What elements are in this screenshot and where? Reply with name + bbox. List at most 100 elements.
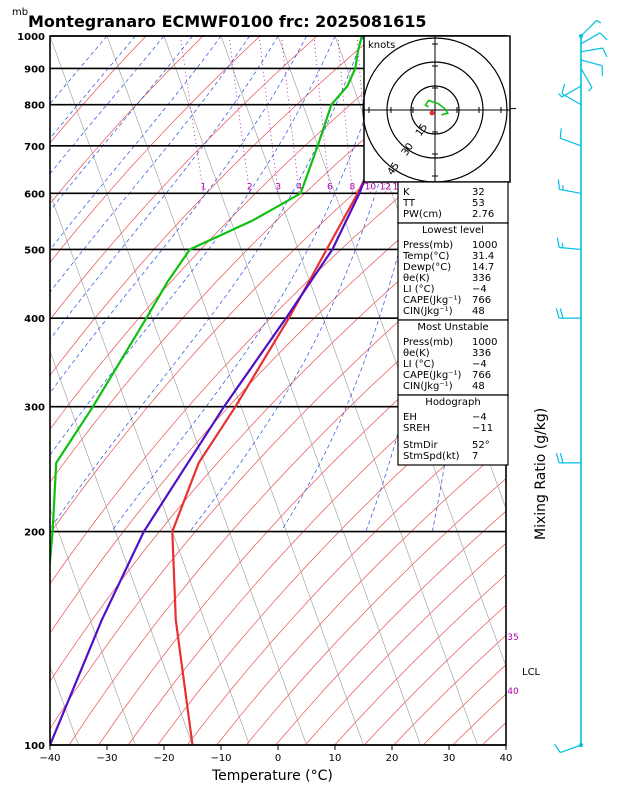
isotherm — [50, 350, 193, 745]
dry-adiabat — [50, 36, 318, 321]
index-label: LI (°C) — [403, 359, 435, 370]
wind-barb-flag — [557, 93, 563, 98]
isotherm — [220, 36, 478, 745]
indices-table: K 32 TT 53 PW(cm) 2.76 Lowest level Press(mb) 10… — [397, 181, 509, 466]
indices-section-title: Lowest level — [422, 225, 484, 236]
wind-barb-flag — [588, 87, 593, 92]
x-tick-label: −20 — [153, 753, 174, 764]
right-axis-label: Mixing Ratio (g/kg) — [533, 408, 549, 540]
wind-barb-flag — [559, 308, 564, 319]
index-label: Dewp(°C) — [403, 262, 451, 273]
index-label: TT — [402, 198, 416, 209]
x-tick-label: 30 — [443, 753, 456, 764]
y-tick-label: 500 — [24, 245, 45, 256]
indices-box — [397, 181, 509, 224]
index-label: θe(K) — [403, 273, 430, 284]
mixing-ratio-line — [180, 36, 204, 194]
dry-adiabat — [50, 36, 375, 376]
dry-adiabat — [50, 107, 506, 585]
index-label: K — [403, 187, 410, 198]
y-tick-label: 200 — [24, 528, 45, 539]
index-value: 31.4 — [472, 251, 494, 262]
y-tick-label: 700 — [24, 142, 45, 153]
index-label: EH — [403, 412, 417, 423]
wind-barb-staff — [559, 188, 582, 194]
wind-barb-flag — [602, 47, 608, 58]
y-tick-label: 400 — [24, 314, 45, 325]
y-tick-label: 100 — [24, 741, 45, 752]
mixing-ratio-line — [258, 36, 279, 194]
index-value: 336 — [472, 273, 491, 284]
dry-adiabat — [50, 228, 506, 730]
isotherm — [50, 507, 136, 745]
index-label: Temp(°C) — [402, 251, 450, 262]
moist-adiabat — [50, 36, 165, 175]
index-label: θe(K) — [403, 348, 430, 359]
indices-section-title: Most Unstable — [417, 322, 488, 333]
mixing-ratio-label: 6 — [327, 182, 333, 192]
moist-adiabat — [50, 36, 364, 530]
index-value: 32 — [472, 187, 485, 198]
wind-barb-flag — [559, 453, 564, 464]
y-tick-label: 900 — [24, 64, 45, 75]
wind-barb-staff — [580, 68, 593, 88]
y-tick-label: 1000 — [17, 32, 45, 43]
mixing-ratio-label: 10 — [365, 182, 377, 192]
moist-adiabat — [50, 36, 307, 394]
dry-adiabat — [50, 189, 506, 683]
wind-barb-flag — [561, 83, 566, 94]
x-axis-label: Temperature (°C) — [211, 768, 333, 784]
wind-barb-flag — [561, 242, 564, 248]
wind-barb-flag — [596, 19, 602, 24]
x-tick-label: 10 — [329, 753, 342, 764]
y-tick-label: 800 — [24, 101, 45, 112]
index-label: StmDir — [403, 440, 438, 451]
mixing-ratio-label: 4 — [296, 182, 302, 192]
mixing-ratio-line — [228, 36, 251, 194]
y-tick-label: 300 — [24, 403, 45, 414]
wind-barb-staff — [559, 246, 582, 251]
index-value: 14.7 — [472, 262, 494, 273]
index-value: 336 — [472, 348, 491, 359]
dry-adiabat — [512, 36, 618, 745]
wind-barb-staff — [580, 59, 603, 67]
wind-barb-staff — [580, 47, 603, 53]
x-tick-label: −40 — [39, 753, 60, 764]
x-tick-label: 40 — [500, 753, 513, 764]
index-value: 1000 — [472, 240, 497, 251]
dry-adiabats — [50, 36, 618, 745]
index-value: −11 — [472, 423, 493, 434]
dry-adiabat — [50, 36, 204, 205]
mixing-ratio-label: 3 — [275, 182, 281, 192]
hodo-ring — [410, 85, 460, 135]
index-value: −4 — [472, 412, 487, 423]
wind-barb-flag — [556, 237, 560, 248]
wind-barb-flag — [559, 128, 562, 139]
index-label: SREH — [403, 423, 430, 434]
index-value: 7 — [472, 451, 478, 462]
wind-barb-flag — [599, 32, 608, 41]
mixing-ratio-label: 35 — [507, 633, 518, 643]
index-value: 766 — [472, 370, 491, 381]
index-label: CAPE(Jkg⁻¹) — [403, 370, 461, 381]
chart-title: Montegranaro ECMWF0100 frc: 2025081615 — [28, 12, 427, 31]
mixing-ratio-label: 8 — [350, 182, 356, 192]
index-value: 1000 — [472, 337, 497, 348]
index-value: 48 — [472, 381, 485, 392]
index-value: −4 — [472, 284, 487, 295]
wind-barb-flag — [555, 453, 560, 464]
dry-adiabat — [50, 36, 147, 144]
isotherm — [0, 36, 22, 745]
index-label: CIN(Jkg⁻¹) — [403, 381, 453, 392]
wind-barb-flag — [555, 308, 560, 319]
moist-adiabat — [50, 36, 336, 456]
index-label: LI (°C) — [403, 284, 435, 295]
index-label: CIN(Jkg⁻¹) — [403, 306, 453, 317]
indices-box — [397, 394, 509, 466]
lcl-label: LCL — [522, 667, 541, 678]
wind-barb-flag — [554, 743, 561, 753]
y-unit-label: mb — [12, 7, 28, 18]
dry-adiabat — [50, 36, 261, 264]
wind-profile — [554, 19, 608, 754]
isotherm — [50, 192, 250, 745]
